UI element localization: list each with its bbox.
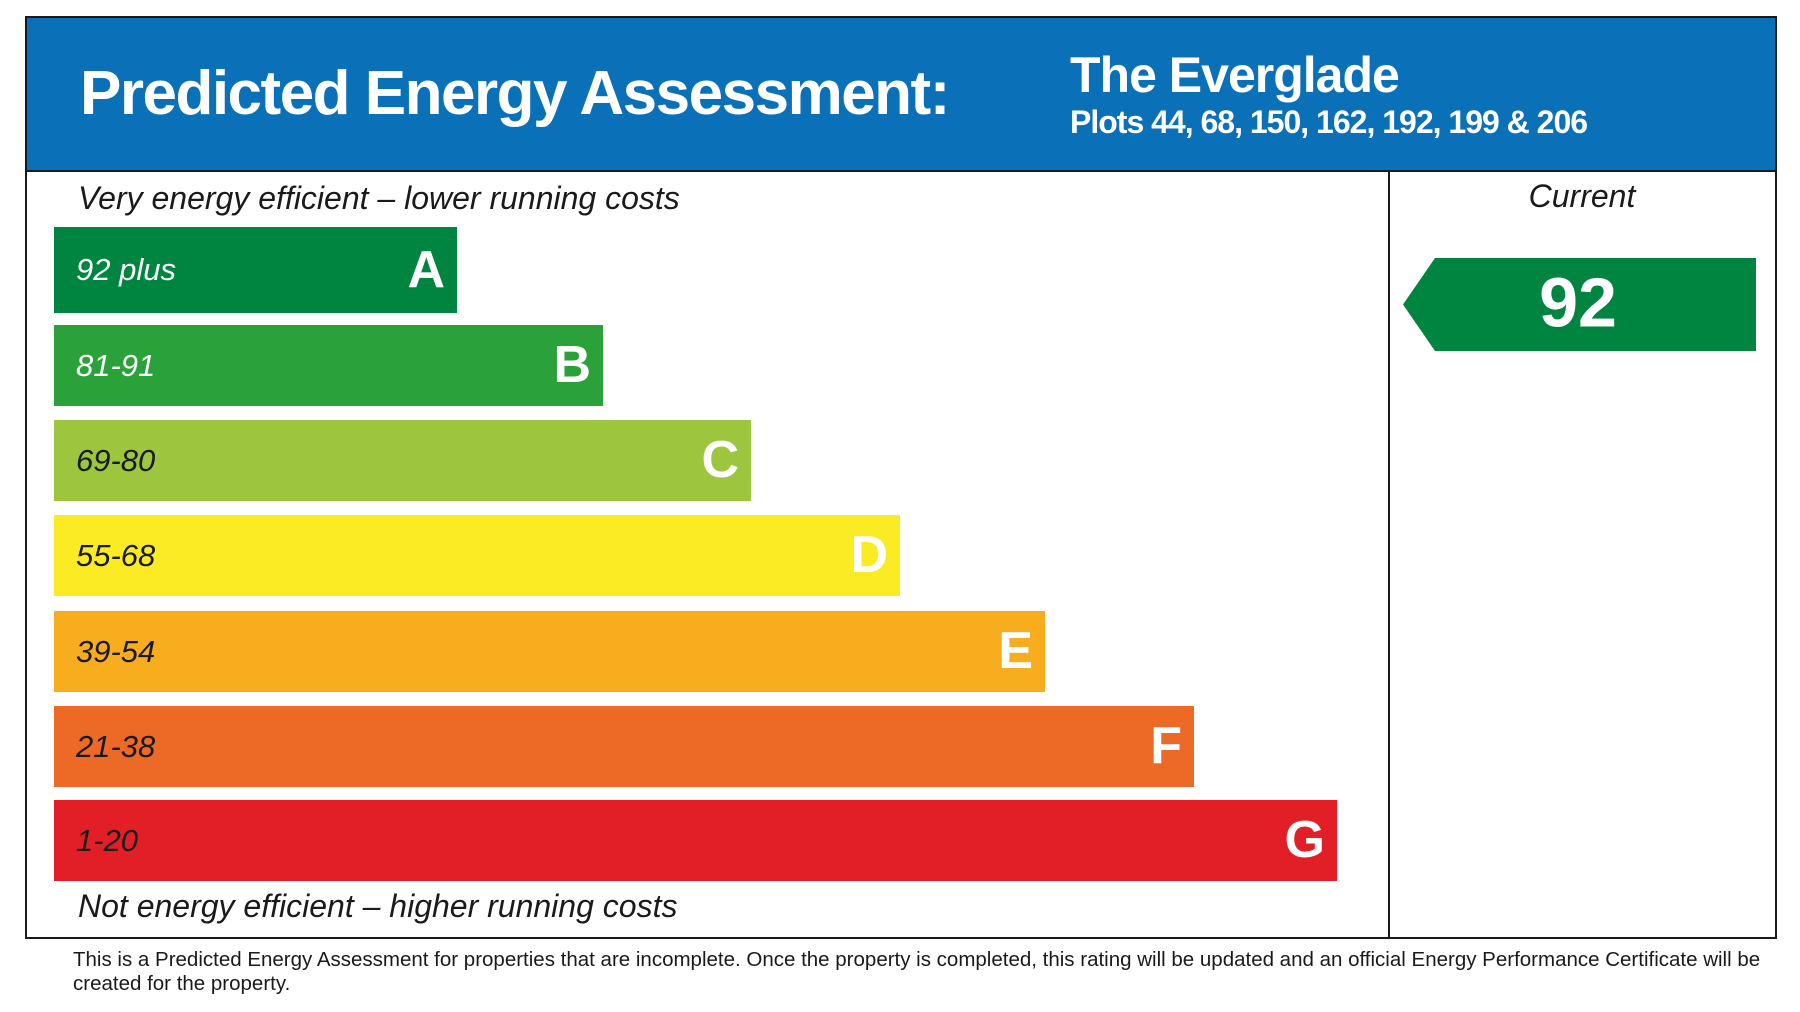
band-range: 69-80 <box>76 443 156 478</box>
band-letter: F <box>1150 717 1182 775</box>
band-range: 39-54 <box>76 634 156 669</box>
header-bar <box>27 18 1775 172</box>
band-range: 1-20 <box>76 823 139 858</box>
top-label: Very energy efficient – lower running co… <box>78 180 680 216</box>
title: Predicted Energy Assessment: <box>80 59 950 128</box>
bottom-label: Not energy efficient – higher running co… <box>78 888 678 924</box>
development-name: The Everglade <box>1070 47 1400 103</box>
band: 1-20 G <box>54 800 1337 881</box>
band-letter: A <box>407 241 445 299</box>
current-arrow-shape <box>1403 258 1756 351</box>
band-letter: D <box>850 526 888 584</box>
band: 81-91 B <box>54 325 603 406</box>
band: 55-68 D <box>54 515 900 596</box>
band-range: 92 plus <box>76 252 176 287</box>
footnote: This is a Predicted Energy Assessment fo… <box>73 948 1761 995</box>
band-letter: G <box>1284 811 1325 869</box>
band-letter: E <box>998 622 1033 680</box>
divider <box>1388 170 1390 937</box>
band-range: 21-38 <box>76 729 156 764</box>
current-label: Current <box>1528 178 1636 214</box>
band: 21-38 F <box>54 706 1194 787</box>
band-letter: B <box>553 336 591 394</box>
current-arrow: 92 <box>1403 258 1756 351</box>
frame <box>25 16 1777 939</box>
band: 69-80 C <box>54 420 751 501</box>
band: 92 plus A <box>54 227 457 313</box>
band: 39-54 E <box>54 611 1045 692</box>
band-letter: C <box>701 431 739 489</box>
band-range: 81-91 <box>76 348 156 383</box>
plots: Plots 44, 68, 150, 162, 192, 199 & 206 <box>1070 104 1588 140</box>
current-value: 92 <box>1539 263 1617 341</box>
band-range: 55-68 <box>76 538 156 573</box>
